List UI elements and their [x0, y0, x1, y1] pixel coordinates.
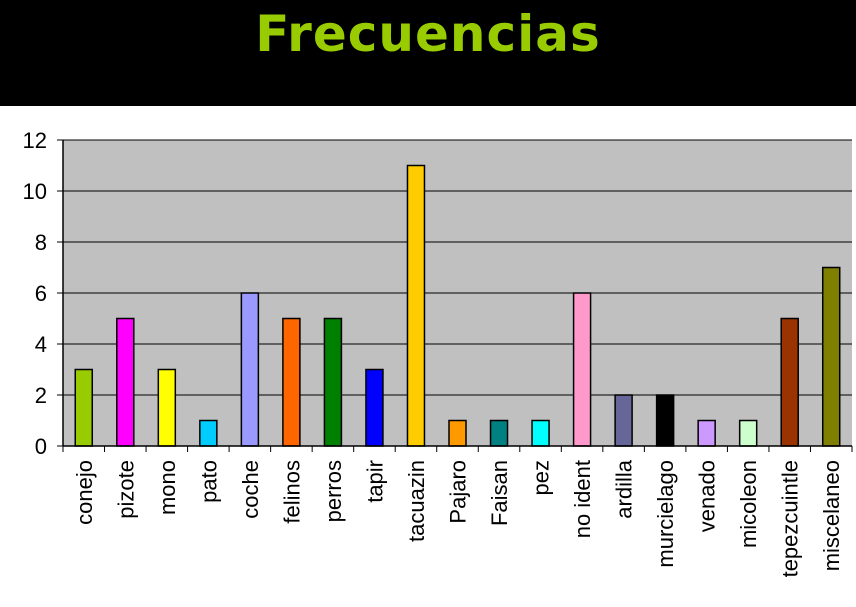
x-tick-label: no ident: [570, 460, 595, 538]
title-bar: Frecuencias: [0, 0, 856, 106]
x-tick-label: coche: [238, 460, 263, 519]
x-tick-label: pez: [529, 460, 554, 495]
y-tick-label: 12: [23, 128, 47, 153]
x-tick-label: miscelaneo: [819, 460, 844, 571]
bar-murcielago: [655, 394, 675, 447]
x-tick-label: tepezcuintle: [778, 460, 803, 577]
y-tick-label: 8: [35, 230, 47, 255]
x-tick-label: murcielago: [653, 460, 678, 568]
x-tick-label: pizote: [113, 460, 138, 519]
bar-mono: [157, 368, 177, 447]
x-tick-label: conejo: [72, 460, 97, 525]
bar-miscelaneo: [821, 266, 841, 447]
bar-micoleon: [738, 419, 758, 447]
bar-venado: [697, 419, 716, 447]
x-tick-label: perros: [321, 460, 346, 522]
x-tick-label: tapir: [362, 460, 387, 503]
bar-conejo: [74, 368, 94, 447]
gridlines: [63, 139, 852, 396]
x-tick-label: micoleon: [736, 460, 761, 548]
bar-coche: [240, 292, 260, 447]
bar-pizote: [116, 317, 135, 447]
bar-felinos: [282, 317, 301, 447]
y-tick-label: 4: [35, 332, 47, 357]
bar-no-ident: [572, 292, 592, 447]
x-tick-label: Pajaro: [446, 460, 471, 524]
x-tick-label: felinos: [279, 460, 304, 524]
bar-pato: [199, 419, 218, 447]
x-tick-label: pato: [196, 460, 221, 503]
x-tick-label: tacuazin: [404, 460, 429, 542]
bar-pajaro: [448, 419, 467, 447]
y-axis-ticks: 0 2 4 6 8 10 12: [23, 128, 63, 459]
x-tick-label: ardilla: [612, 459, 637, 518]
y-tick-label: 0: [35, 434, 47, 459]
bar-perros: [323, 317, 343, 447]
x-tick-label: venado: [695, 460, 720, 532]
bar-tacuazin: [406, 164, 426, 447]
bar-tapir: [365, 368, 384, 447]
y-tick-label: 6: [35, 281, 47, 306]
y-tick-label: 10: [23, 179, 47, 204]
bar-tepezcuintle: [780, 317, 799, 447]
x-tick-label: mono: [155, 460, 180, 515]
bar-pez: [531, 419, 550, 447]
bar-faisan: [489, 419, 509, 447]
x-tick-label: Faisan: [487, 460, 512, 526]
bar-ardilla: [614, 394, 633, 447]
bars: [74, 164, 841, 447]
bar-chart: 0 2 4 6 8 10 12 conejo pizote mono pato coche felin…: [23, 128, 853, 577]
y-tick-label: 2: [35, 383, 47, 408]
x-axis-labels: conejo pizote mono pato coche felinos perros ta…: [62, 446, 853, 577]
page-title: Frecuencias: [255, 5, 601, 63]
